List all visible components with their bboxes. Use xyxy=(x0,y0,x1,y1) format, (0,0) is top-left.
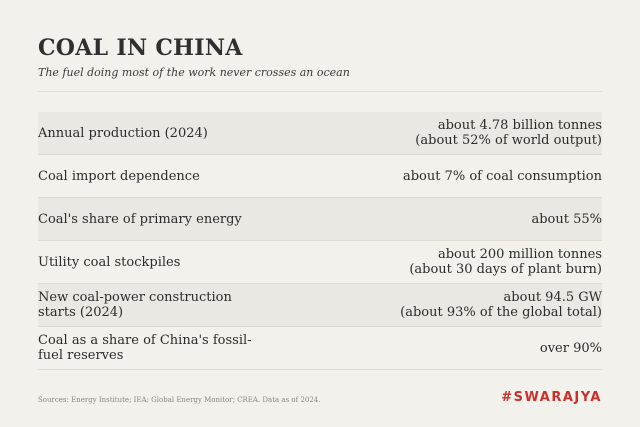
row-value-note: (about 30 days of plant burn) xyxy=(409,262,602,277)
row-label: Utility coal stockpiles xyxy=(38,254,181,270)
table-row: New coal-power construction starts (2024… xyxy=(38,284,602,327)
page-subtitle: The fuel doing most of the work never cr… xyxy=(38,66,350,79)
row-value-line: about 55% xyxy=(531,211,602,227)
row-value: about 55% xyxy=(531,212,602,227)
row-label: Coal import dependence xyxy=(38,168,200,184)
row-label: New coal-power construction starts (2024… xyxy=(38,290,232,320)
page-title: COAL IN CHINA xyxy=(38,35,243,61)
row-value-line: about 7% of coal consumption xyxy=(402,168,602,184)
row-label: Coal's share of primary energy xyxy=(38,211,242,227)
row-value: about 200 million tonnes (about 30 days … xyxy=(409,247,602,277)
row-value-note: (about 93% of the global total) xyxy=(400,305,602,320)
header-divider xyxy=(38,91,602,92)
table-row: Coal as a share of China's fossil-fuel r… xyxy=(38,327,602,370)
table-row: Utility coal stockpiles about 200 millio… xyxy=(38,241,602,284)
row-value-line: about 94.5 GW xyxy=(503,290,602,305)
row-value-line: about 4.78 billion tonnes xyxy=(437,118,602,133)
sources-note: Sources: Energy Institute; IEA; Global E… xyxy=(38,396,321,404)
row-label: Annual production (2024) xyxy=(38,125,208,141)
table-row: Annual production (2024) about 4.78 bill… xyxy=(38,112,602,155)
infographic: COAL IN CHINA The fuel doing most of the… xyxy=(38,0,602,427)
row-value: about 94.5 GW (about 93% of the global t… xyxy=(400,290,602,320)
row-value: about 4.78 billion tonnes (about 52% of … xyxy=(415,118,602,148)
row-value-line: over 90% xyxy=(539,340,602,356)
row-value-line: about 200 million tonnes xyxy=(437,247,602,262)
facts-table: Annual production (2024) about 4.78 bill… xyxy=(38,112,602,370)
row-value: over 90% xyxy=(540,341,602,356)
row-value-note: (about 52% of world output) xyxy=(415,133,602,148)
table-row: Coal's share of primary energy about 55% xyxy=(38,198,602,241)
row-label: Coal as a share of China's fossil-fuel r… xyxy=(38,333,252,363)
brand-hashtag: #SWARAJYA xyxy=(501,390,602,405)
table-row: Coal import dependence about 7% of coal … xyxy=(38,155,602,198)
row-value: about 7% of coal consumption xyxy=(403,169,602,184)
